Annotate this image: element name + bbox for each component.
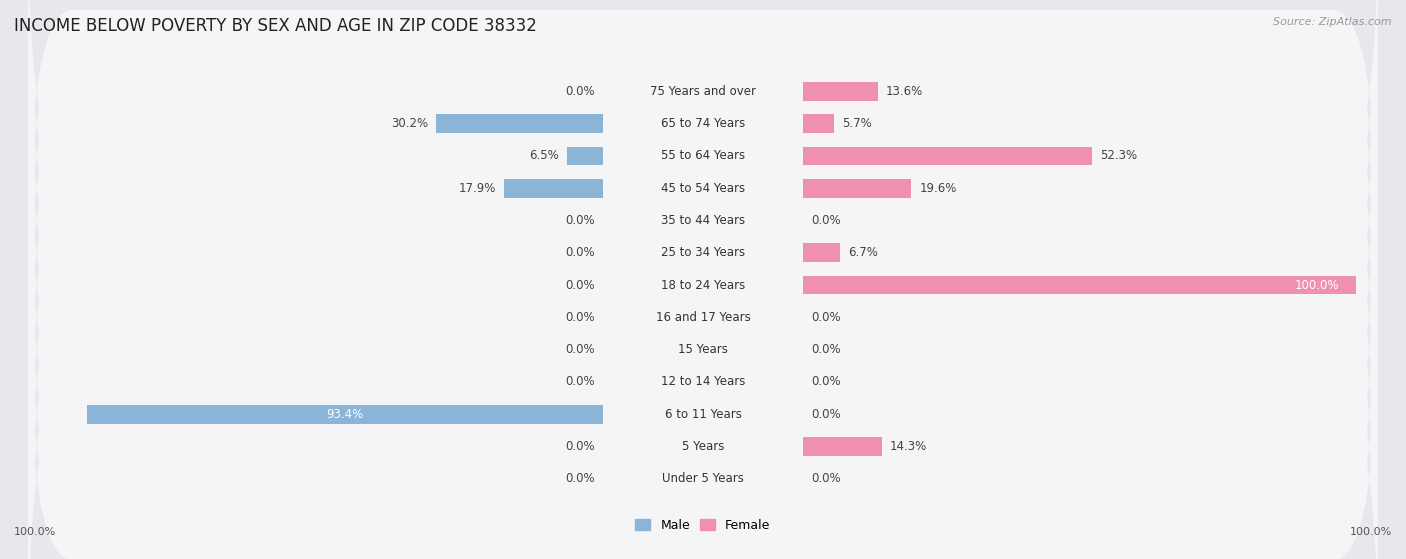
Text: 15 Years: 15 Years [678, 343, 728, 356]
Text: 0.0%: 0.0% [565, 247, 595, 259]
Bar [803, 179, 911, 197]
FancyBboxPatch shape [28, 173, 1378, 527]
FancyBboxPatch shape [28, 11, 1378, 365]
Text: 35 to 44 Years: 35 to 44 Years [661, 214, 745, 227]
Text: 0.0%: 0.0% [565, 214, 595, 227]
FancyBboxPatch shape [28, 0, 1378, 268]
Bar [803, 276, 1355, 295]
Text: 6.7%: 6.7% [848, 247, 877, 259]
Text: 19.6%: 19.6% [920, 182, 956, 195]
Text: 100.0%: 100.0% [14, 527, 56, 537]
Legend: Male, Female: Male, Female [636, 519, 770, 532]
FancyBboxPatch shape [28, 44, 1378, 397]
Text: 5 Years: 5 Years [682, 440, 724, 453]
Text: 0.0%: 0.0% [565, 440, 595, 453]
Text: Under 5 Years: Under 5 Years [662, 472, 744, 485]
Text: 0.0%: 0.0% [565, 376, 595, 389]
FancyBboxPatch shape [28, 238, 1378, 559]
Bar [87, 405, 603, 424]
Bar [505, 179, 603, 197]
Bar [568, 146, 603, 165]
FancyBboxPatch shape [28, 0, 1378, 333]
FancyBboxPatch shape [28, 0, 1378, 301]
Text: 0.0%: 0.0% [811, 376, 841, 389]
Text: 52.3%: 52.3% [1099, 149, 1137, 163]
Text: 0.0%: 0.0% [811, 408, 841, 421]
Text: 93.4%: 93.4% [326, 408, 364, 421]
FancyBboxPatch shape [28, 140, 1378, 494]
Text: 12 to 14 Years: 12 to 14 Years [661, 376, 745, 389]
Bar [803, 114, 834, 133]
Text: 0.0%: 0.0% [811, 311, 841, 324]
Text: 100.0%: 100.0% [1350, 527, 1392, 537]
Text: 30.2%: 30.2% [391, 117, 427, 130]
Bar [803, 82, 877, 101]
Text: 0.0%: 0.0% [811, 214, 841, 227]
Text: 0.0%: 0.0% [565, 311, 595, 324]
Bar [803, 243, 839, 262]
Bar [803, 146, 1092, 165]
Text: 17.9%: 17.9% [458, 182, 496, 195]
Text: 100.0%: 100.0% [1295, 278, 1339, 292]
FancyBboxPatch shape [28, 302, 1378, 559]
Text: 0.0%: 0.0% [565, 85, 595, 98]
Text: 0.0%: 0.0% [811, 343, 841, 356]
Text: 25 to 34 Years: 25 to 34 Years [661, 247, 745, 259]
Text: 0.0%: 0.0% [565, 343, 595, 356]
Text: 0.0%: 0.0% [811, 472, 841, 485]
FancyBboxPatch shape [28, 76, 1378, 430]
Text: 13.6%: 13.6% [886, 85, 924, 98]
Text: 6.5%: 6.5% [530, 149, 560, 163]
FancyBboxPatch shape [28, 205, 1378, 559]
Text: 5.7%: 5.7% [842, 117, 872, 130]
Text: 6 to 11 Years: 6 to 11 Years [665, 408, 741, 421]
Text: 55 to 64 Years: 55 to 64 Years [661, 149, 745, 163]
Text: 65 to 74 Years: 65 to 74 Years [661, 117, 745, 130]
FancyBboxPatch shape [28, 269, 1378, 559]
Bar [436, 114, 603, 133]
FancyBboxPatch shape [28, 108, 1378, 462]
Text: 14.3%: 14.3% [890, 440, 927, 453]
Text: 45 to 54 Years: 45 to 54 Years [661, 182, 745, 195]
Text: INCOME BELOW POVERTY BY SEX AND AGE IN ZIP CODE 38332: INCOME BELOW POVERTY BY SEX AND AGE IN Z… [14, 17, 537, 35]
Text: Source: ZipAtlas.com: Source: ZipAtlas.com [1274, 17, 1392, 27]
Text: 0.0%: 0.0% [565, 472, 595, 485]
Bar [803, 437, 882, 456]
Text: 0.0%: 0.0% [565, 278, 595, 292]
Text: 16 and 17 Years: 16 and 17 Years [655, 311, 751, 324]
Text: 75 Years and over: 75 Years and over [650, 85, 756, 98]
Text: 18 to 24 Years: 18 to 24 Years [661, 278, 745, 292]
